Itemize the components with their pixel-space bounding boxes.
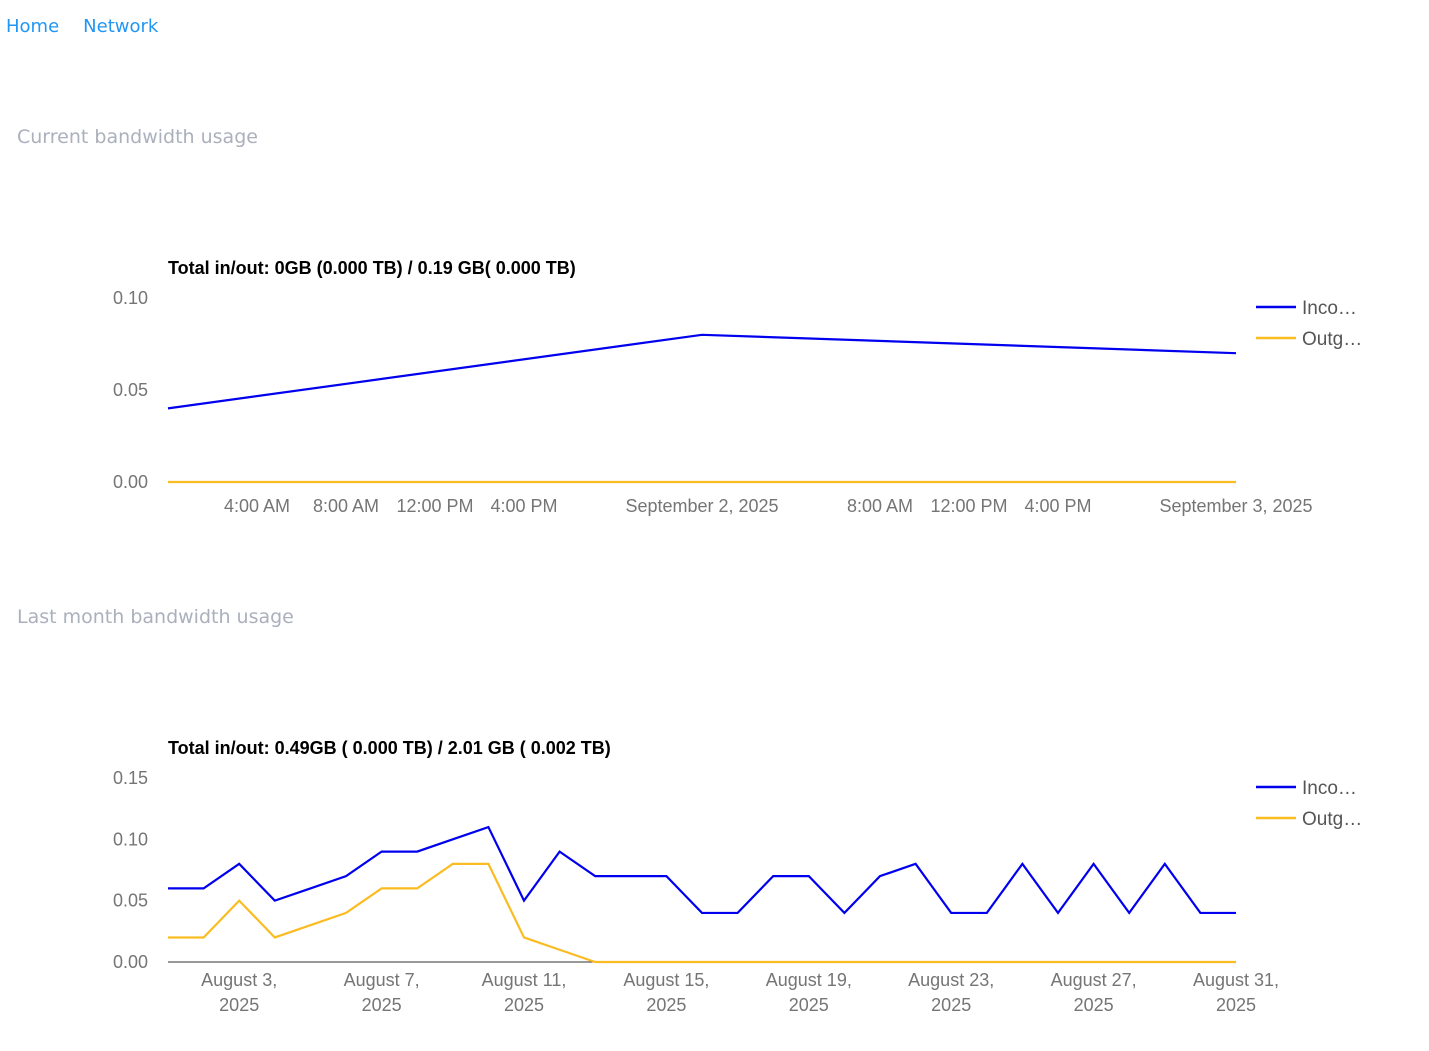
y-tick-label: 0.05 bbox=[113, 891, 148, 911]
x-tick-label: 4:00 AM bbox=[224, 496, 290, 516]
x-tick-label: 8:00 AM bbox=[313, 496, 379, 516]
y-tick-label: 0.10 bbox=[113, 288, 148, 308]
month-bandwidth-chart: Total in/out: 0.49GB ( 0.000 TB) / 2.01 … bbox=[113, 738, 1362, 1015]
chart-title: Total in/out: 0.49GB ( 0.000 TB) / 2.01 … bbox=[168, 738, 611, 758]
nav-network-link[interactable]: Network bbox=[83, 16, 159, 37]
y-tick-label: 0.15 bbox=[113, 768, 148, 788]
current-bandwidth-chart: Total in/out: 0GB (0.000 TB) / 0.19 GB( … bbox=[113, 258, 1362, 516]
x-tick-label: September 3, 2025 bbox=[1159, 496, 1312, 516]
x-tick-label: August 3, 2025 bbox=[201, 970, 277, 1015]
legend-label: Outg… bbox=[1302, 809, 1362, 830]
x-tick-label: August 7, 2025 bbox=[344, 970, 420, 1015]
y-tick-label: 0.10 bbox=[113, 829, 148, 849]
x-tick-label: 12:00 PM bbox=[396, 496, 473, 516]
nav-home-link[interactable]: Home bbox=[6, 16, 60, 37]
x-tick-label: August 27, 2025 bbox=[1051, 970, 1137, 1015]
x-tick-label: August 23, 2025 bbox=[908, 970, 994, 1015]
top-nav: Home Network bbox=[6, 16, 158, 37]
x-tick-label: 4:00 PM bbox=[490, 496, 557, 516]
x-tick-label: August 11, 2025 bbox=[482, 970, 567, 1015]
series-line-incoming bbox=[168, 825, 1236, 915]
legend-label: Outg… bbox=[1302, 329, 1362, 350]
x-tick-label: August 15, 2025 bbox=[623, 970, 709, 1015]
x-tick-label: 12:00 PM bbox=[930, 496, 1007, 516]
series-line-outgoing bbox=[168, 862, 1236, 964]
series-line-incoming bbox=[167, 333, 1237, 410]
legend-label: Inco… bbox=[1302, 298, 1357, 319]
x-tick-label: August 31, 2025 bbox=[1193, 970, 1279, 1015]
x-tick-label: 4:00 PM bbox=[1024, 496, 1091, 516]
y-tick-label: 0.00 bbox=[113, 952, 148, 972]
legend-label: Inco… bbox=[1302, 778, 1357, 799]
y-tick-label: 0.05 bbox=[113, 380, 148, 400]
x-tick-label: 8:00 AM bbox=[847, 496, 913, 516]
y-tick-label: 0.00 bbox=[113, 472, 148, 492]
x-tick-label: August 19, 2025 bbox=[766, 970, 852, 1015]
x-tick-label: September 2, 2025 bbox=[625, 496, 778, 516]
chart-title: Total in/out: 0GB (0.000 TB) / 0.19 GB( … bbox=[168, 258, 576, 278]
current-bandwidth-title: Current bandwidth usage bbox=[17, 126, 258, 148]
month-bandwidth-title: Last month bandwidth usage bbox=[17, 606, 294, 628]
